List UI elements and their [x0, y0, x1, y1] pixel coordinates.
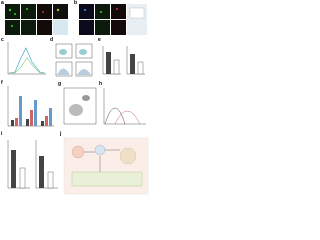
panel-label: c [1, 37, 4, 43]
panel-d-plots [55, 43, 93, 77]
panel-label: b [74, 0, 77, 6]
panel-f-bars [7, 86, 54, 127]
panel-h-plot [103, 88, 146, 125]
page: a b c d e f g h i j (() => { const data … [0, 0, 150, 196]
panel-label: g [58, 81, 61, 87]
panel-label: f [1, 80, 3, 86]
panel-label: d [50, 37, 53, 43]
panel-b-images [79, 4, 147, 35]
panel-label: a [1, 0, 4, 6]
panel-a-images [5, 4, 68, 35]
panel-label: j [59, 131, 62, 137]
panel-label: h [99, 81, 102, 87]
panel-e-bars [102, 46, 145, 75]
panel-label: e [98, 37, 101, 43]
panel-j-diagram [63, 137, 149, 195]
panel-c-plot [7, 42, 46, 75]
panel-label: i [1, 131, 3, 137]
panel-g-plot [63, 87, 97, 125]
panel-i-bars [7, 140, 58, 189]
figure: a b c d e f g h i j [1, 0, 149, 195]
